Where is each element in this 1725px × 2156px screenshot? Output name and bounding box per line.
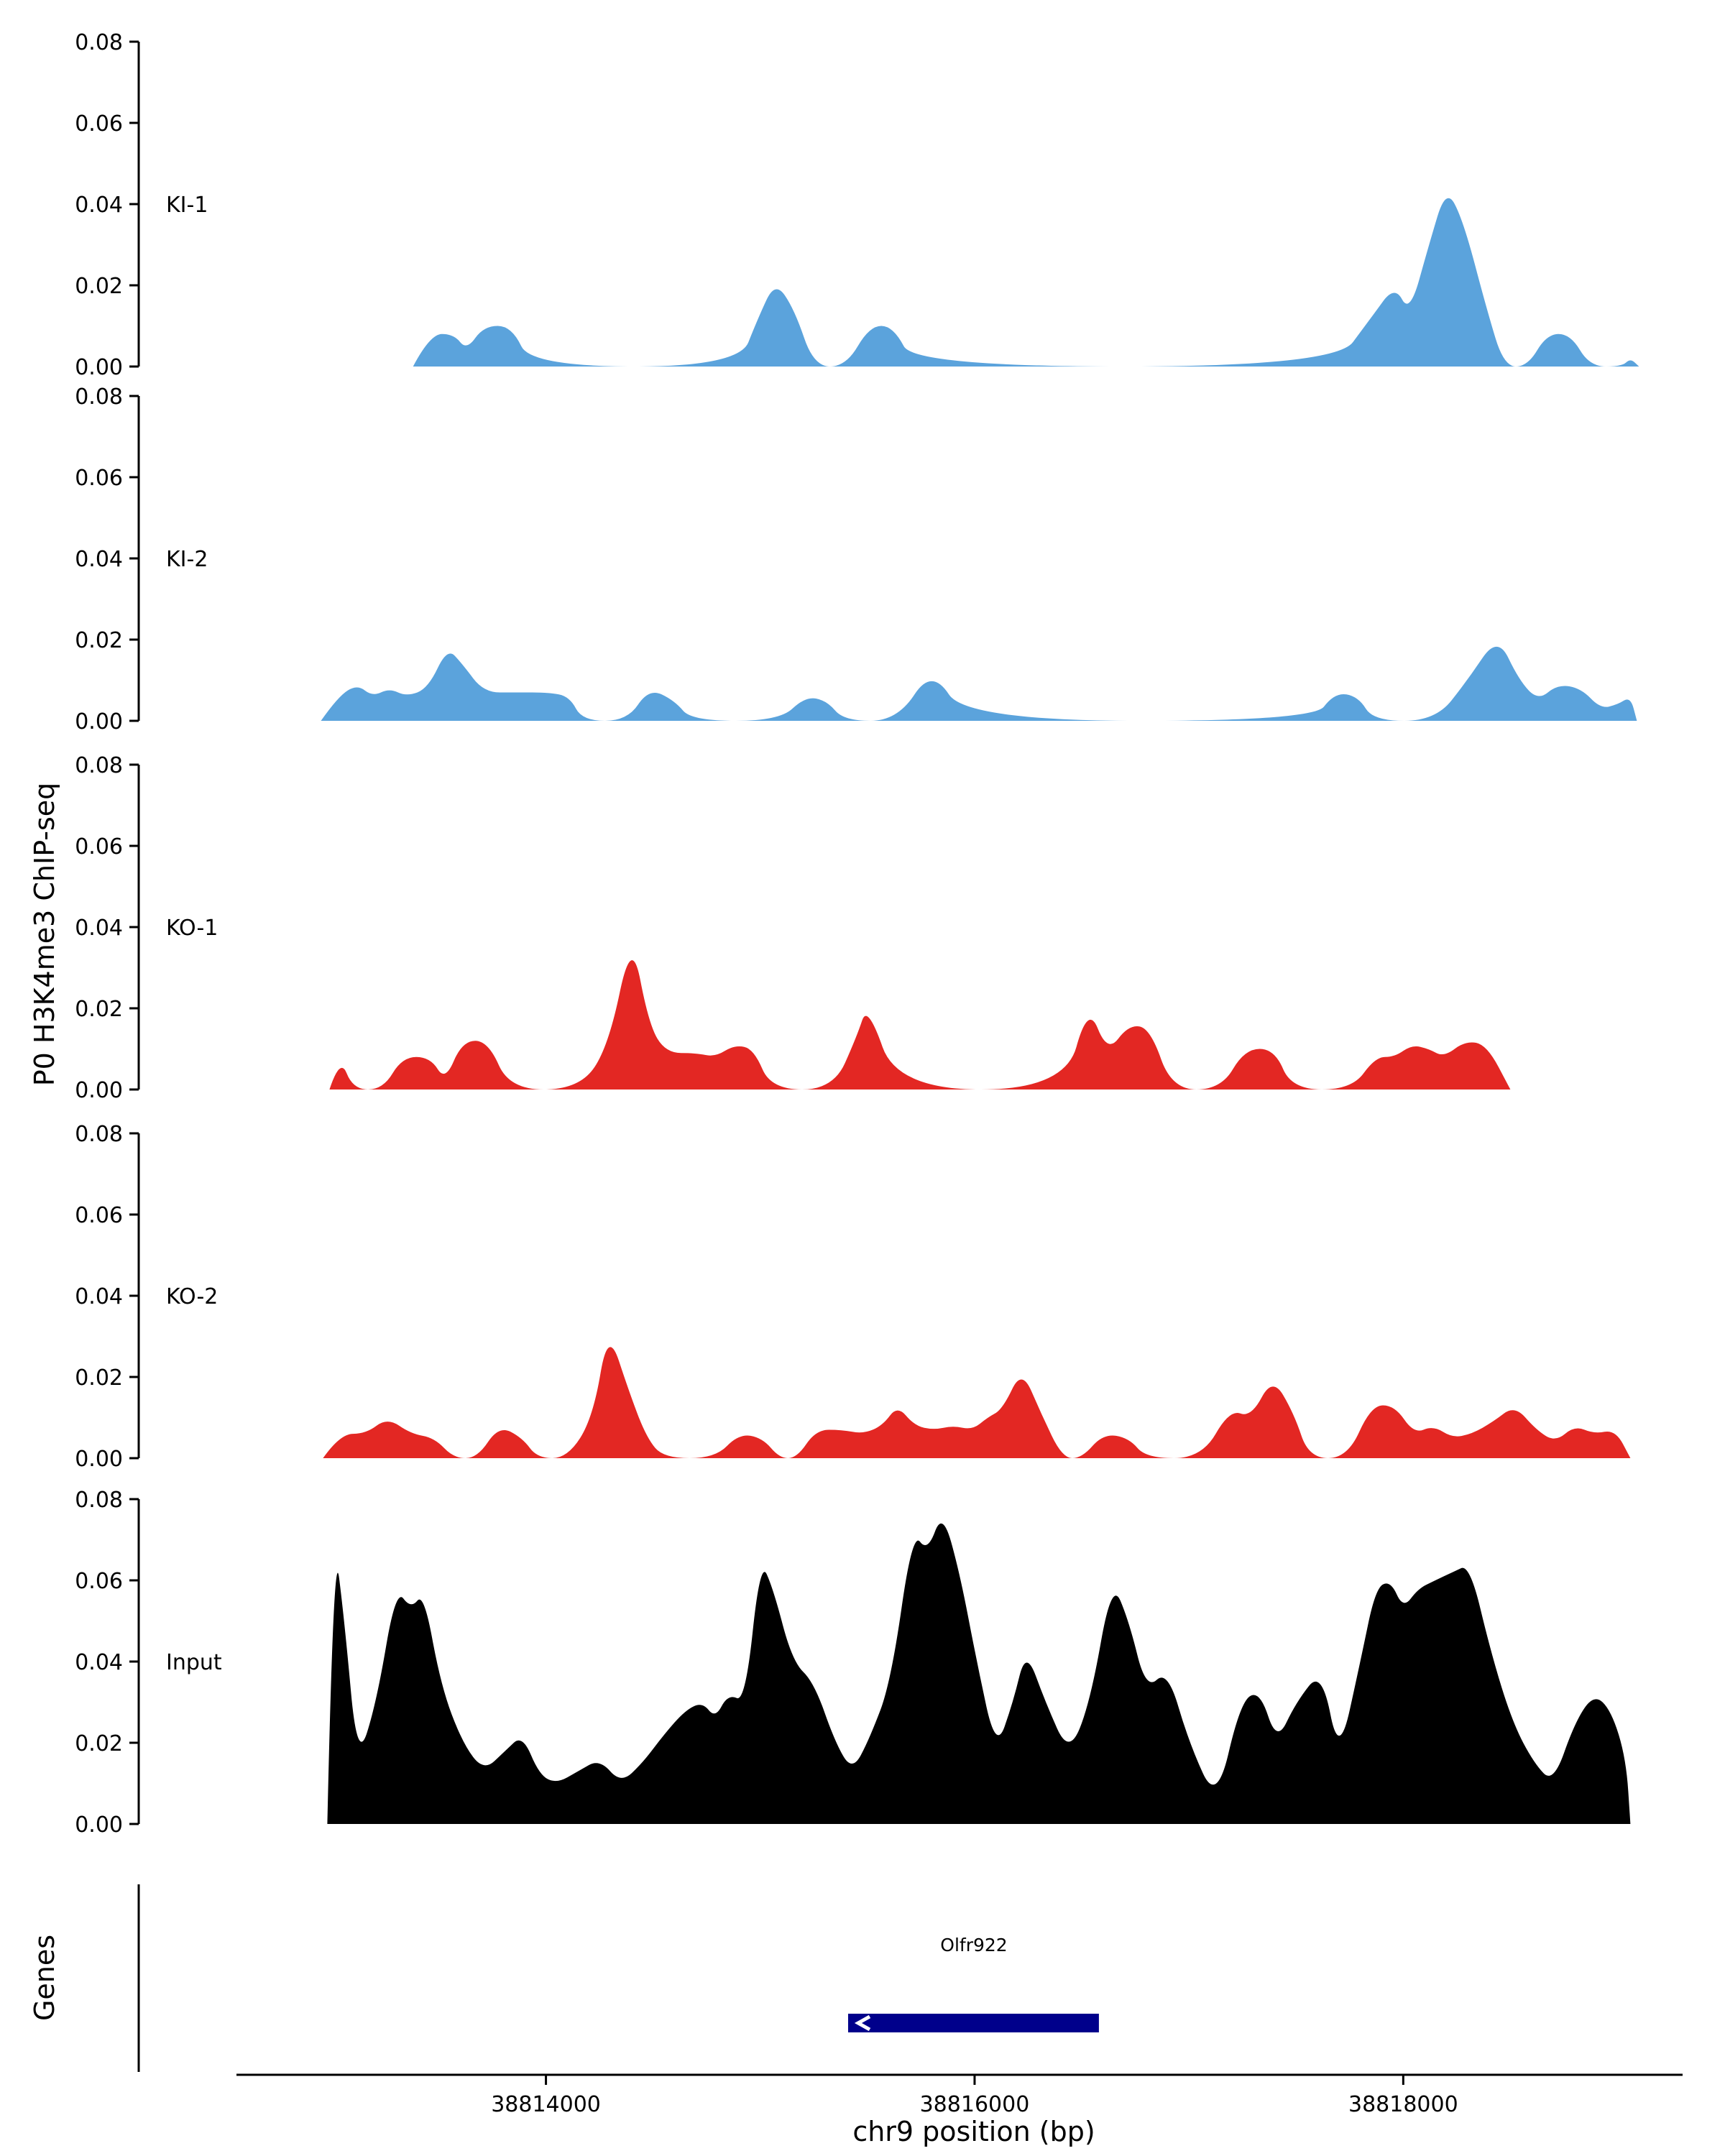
- track-label-ki-2: KI-2: [166, 547, 208, 572]
- track-label-input: Input: [166, 1650, 222, 1675]
- y-tick-label: 0.02: [75, 274, 123, 299]
- y-tick-label: 0.06: [75, 834, 123, 860]
- y-tick-label: 0.04: [75, 1284, 123, 1309]
- y-tick-label: 0.06: [75, 1203, 123, 1228]
- y-tick-label: 0.00: [75, 709, 123, 734]
- track-label-ki-1: KI-1: [166, 193, 208, 218]
- y-tick-label: 0.00: [75, 355, 123, 380]
- track-area-ki-2: [321, 646, 1637, 721]
- x-tick-label: 38818000: [1348, 2092, 1458, 2117]
- y-tick-label: 0.08: [75, 753, 123, 778]
- y-tick-label: 0.08: [75, 1122, 123, 1147]
- y-tick-label: 0.04: [75, 547, 123, 572]
- gene-body: [848, 2014, 1099, 2032]
- y-tick-label: 0.08: [75, 1488, 123, 1513]
- y-tick-label: 0.02: [75, 1365, 123, 1391]
- genes-axis-label: Genes: [29, 1934, 60, 2022]
- x-axis-title: chr9 position (bp): [852, 2116, 1095, 2147]
- track-area-ko-2: [323, 1347, 1631, 1458]
- y-tick-label: 0.00: [75, 1078, 123, 1103]
- y-tick-label: 0.06: [75, 466, 123, 491]
- gene-name-label: Olfr922: [940, 1935, 1008, 1955]
- track-area-ko-1: [329, 960, 1511, 1089]
- gene-strand-chevron-icon: [854, 2014, 871, 2032]
- y-axis-label: P0 H3K4me3 ChIP-seq: [29, 782, 60, 1087]
- y-tick-label: 0.04: [75, 1650, 123, 1675]
- y-tick-label: 0.02: [75, 1731, 123, 1756]
- track-label-ko-2: KO-2: [166, 1284, 218, 1309]
- y-tick-label: 0.00: [75, 1447, 123, 1472]
- track-area-input: [327, 1523, 1631, 1824]
- y-tick-label: 0.00: [75, 1812, 123, 1838]
- x-tick-label: 38816000: [920, 2092, 1030, 2117]
- y-tick-label: 0.06: [75, 1569, 123, 1594]
- y-tick-label: 0.02: [75, 628, 123, 653]
- track-label-ko-1: KO-1: [166, 916, 218, 941]
- track-area-ki-1: [413, 198, 1639, 367]
- y-tick-label: 0.08: [75, 384, 123, 410]
- x-tick-label: 38814000: [491, 2092, 601, 2117]
- y-tick-label: 0.02: [75, 997, 123, 1022]
- y-tick-label: 0.04: [75, 916, 123, 941]
- y-tick-label: 0.04: [75, 193, 123, 218]
- y-tick-label: 0.06: [75, 111, 123, 137]
- y-tick-label: 0.08: [75, 30, 123, 55]
